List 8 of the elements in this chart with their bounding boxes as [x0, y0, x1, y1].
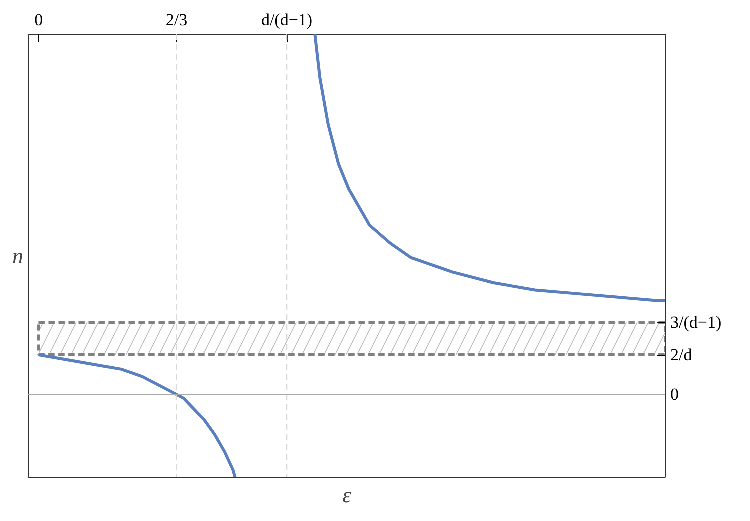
ref-line-label: 0: [670, 385, 679, 404]
x-axis-title: ε: [342, 482, 352, 508]
y-axis-title: n: [12, 244, 24, 268]
ref-line-label: 2/d: [670, 346, 693, 365]
x-tick-label: d/(d−1): [261, 10, 313, 30]
x-tick-label: 2/3: [166, 10, 188, 30]
x-tick-label: 0: [34, 10, 44, 30]
ref-line-label: 3/(d−1): [670, 313, 722, 332]
